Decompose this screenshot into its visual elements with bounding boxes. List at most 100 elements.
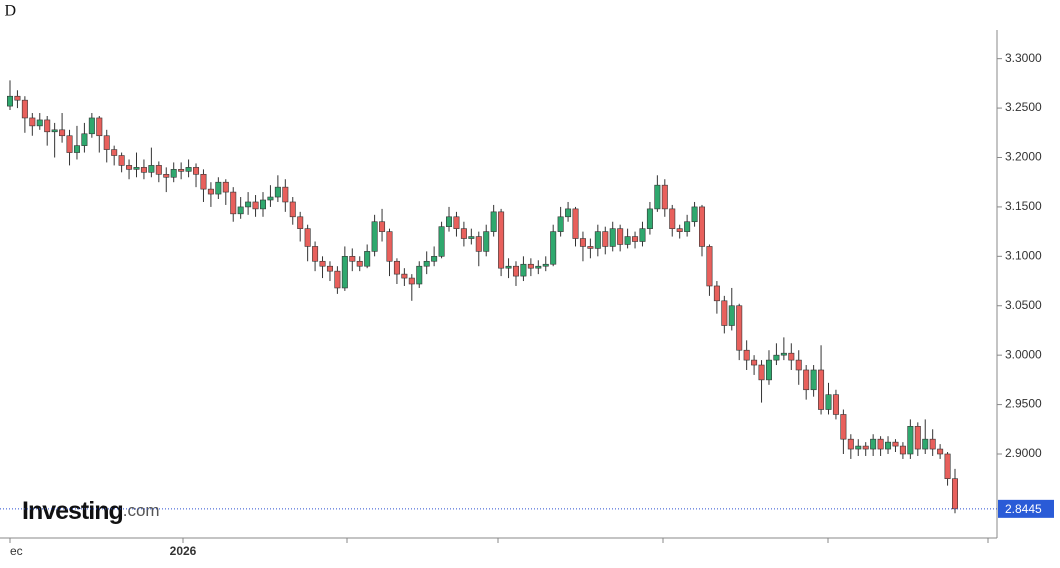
candle-body [639,228,646,242]
candle-body [126,165,133,170]
candle-body [356,260,363,267]
candle-body [163,173,170,178]
candle-body [788,352,795,361]
y-tick-label: 3.2000 [1005,150,1042,164]
candle-body [617,228,624,245]
candle-body [654,184,661,210]
candle-body [111,149,118,156]
candle-body [289,201,296,218]
candle-body [326,265,333,272]
candle-body [572,208,579,239]
candle-body [319,260,326,267]
candle-body [490,211,497,232]
candle-body [721,300,728,326]
candle-body [914,426,921,450]
candle-body [200,173,207,190]
candle-body [609,228,616,247]
candle-body [661,184,668,210]
brand-name: Investing [22,497,123,525]
candle-body [259,199,266,210]
candle-body [765,359,772,381]
candle-body [870,438,877,450]
x-ticks [9,538,989,543]
candle-body [59,129,66,137]
candle-body [364,251,371,267]
candle-body [193,167,200,175]
y-tick-label: 3.3000 [1005,51,1042,65]
last-price-box [998,499,1054,518]
x-tick-label: 2026 [170,544,197,558]
chart-title: USD/ILS, أسعار فوركس:USD/ILS, D [0,0,16,20]
candle-body [237,206,244,215]
candle-body [892,441,899,447]
candle-body [215,181,222,195]
candle-body [535,265,542,269]
candle-body [408,277,415,285]
candle-body [594,231,601,249]
candle-body [795,359,802,371]
candle-body [371,221,378,252]
candle-body [684,221,691,232]
candle-body [297,216,304,229]
candle-body [438,226,445,257]
candle-body [51,129,58,133]
candle-body [505,265,512,269]
candle-body [29,117,36,127]
candle-body [230,191,237,215]
candle-body [557,216,564,232]
brand: Investing.com [22,497,160,525]
candle-body [155,165,162,175]
candle-body [862,445,869,450]
candle-body [73,145,80,153]
candle-body [44,119,51,133]
candle-body [847,438,854,450]
candle-body [88,117,95,135]
candle-body [624,236,631,245]
candle-body [103,135,110,150]
candle-body [951,478,958,510]
y-tick-label: 3.1000 [1005,248,1042,262]
candle-body [453,216,460,229]
candle-body [885,441,892,450]
candle-body [810,369,817,391]
candle-body [699,206,706,247]
candle-body [178,169,185,172]
candle-body [386,231,393,262]
y-tick-label: 2.9500 [1005,397,1042,411]
candle-body [460,228,467,239]
candle-body [832,394,839,415]
candle-body [922,438,929,450]
candle-body [431,256,438,262]
candle-body [36,119,43,127]
candle-body [312,246,319,262]
last-price-label: 2.8445 [1005,502,1042,516]
candle-body [185,167,192,172]
candle-body [401,273,408,279]
candle-body [207,188,214,195]
candle-body [341,256,348,289]
candle-body [929,438,936,450]
candle-body [743,349,750,361]
candle-body [840,414,847,440]
candle-body [334,270,341,289]
candle-body [565,208,572,218]
candle-body [133,167,140,170]
y-tick-label: 3.0500 [1005,298,1042,312]
candle-body [66,135,73,153]
candle-body [751,359,758,366]
y-tick-label: 3.0000 [1005,347,1042,361]
candle-body [780,352,787,356]
brand-suffix: .com [123,501,160,520]
candle-body [669,208,676,229]
candle-body [475,236,482,252]
candle-body [587,246,594,249]
candle-body [21,99,28,119]
candle-body [245,201,252,208]
candle-body [416,265,423,285]
x-tick-label: ec [10,544,23,558]
candle-body [520,263,527,277]
candle-body [691,206,698,223]
candle-body [304,228,311,247]
